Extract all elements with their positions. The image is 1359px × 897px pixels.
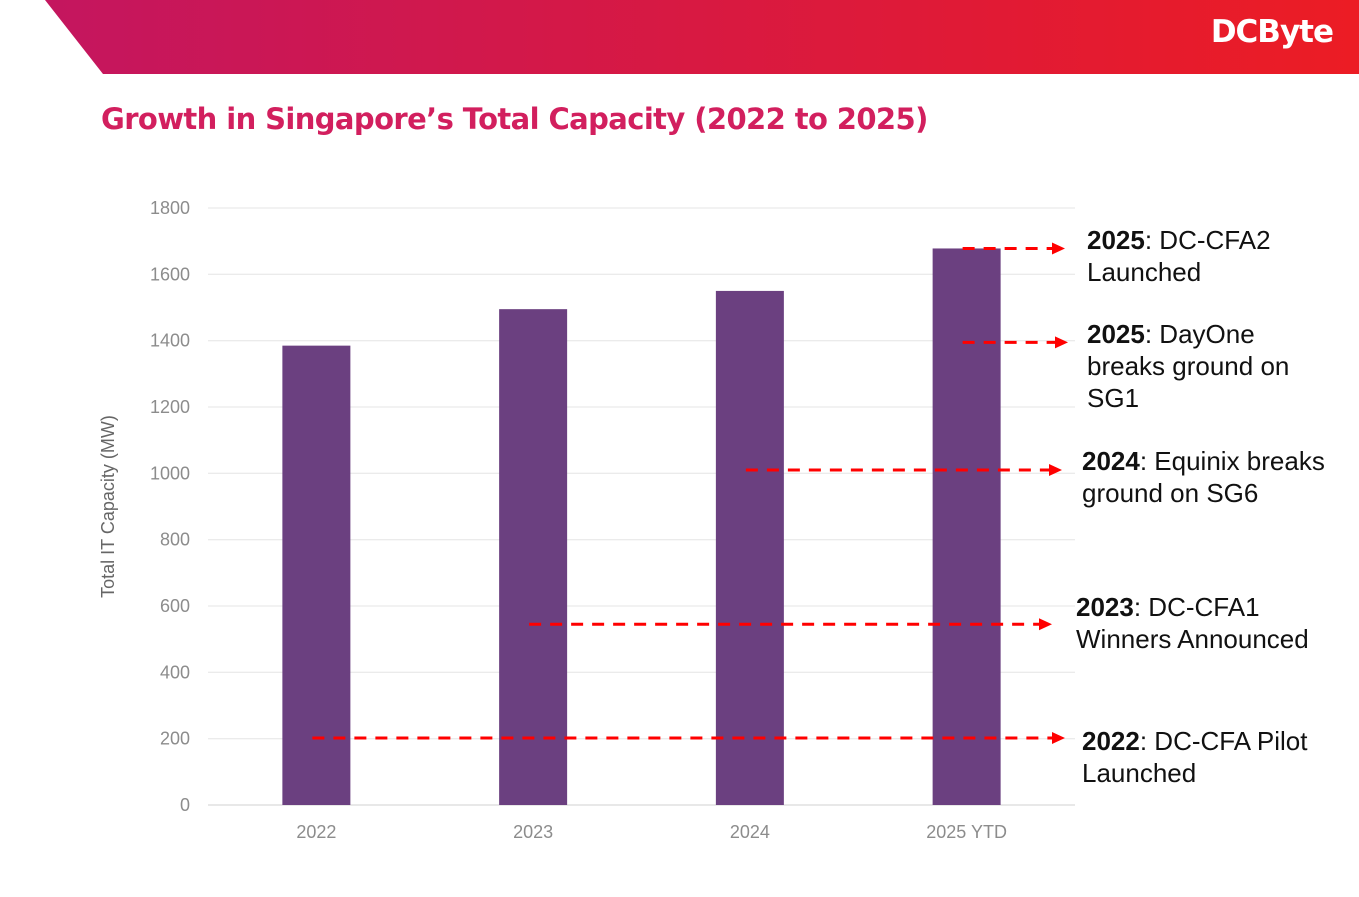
bar-2025-ytd <box>932 248 1001 806</box>
y-tick-label: 1200 <box>150 397 190 417</box>
annotation-2024: 2024: Equinix breaks ground on SG6 <box>1082 445 1325 509</box>
header-banner <box>45 0 1359 74</box>
annotation-2022: 2022: DC-CFA Pilot Launched <box>1082 725 1307 789</box>
annotation-year: 2022 <box>1082 726 1140 756</box>
y-tick-label: 1400 <box>150 331 190 351</box>
annotation-text: : Equinix breaks <box>1139 446 1325 476</box>
annotation-year: 2023 <box>1076 592 1134 622</box>
annotation-2025: 2025: DC-CFA2 Launched <box>1087 224 1271 288</box>
y-axis-label: Total IT Capacity (MW) <box>98 415 118 598</box>
y-tick-label: 200 <box>160 729 190 749</box>
dcbyte-logo: DCByte <box>1210 14 1334 50</box>
arrowhead-icon <box>1039 618 1052 631</box>
y-tick-label: 0 <box>180 795 190 815</box>
arrowhead-icon <box>1049 464 1062 477</box>
annotation-text: breaks ground on <box>1087 351 1290 381</box>
y-tick-label: 1000 <box>150 463 190 483</box>
arrowhead-icon <box>1052 732 1065 745</box>
arrowhead-icon <box>1052 242 1065 255</box>
annotation-text: SG1 <box>1087 383 1140 413</box>
annotation-text: ground on SG6 <box>1082 478 1259 508</box>
annotation-text: Launched <box>1087 257 1202 287</box>
annotation-2025: 2025: DayOne breaks ground on SG1 <box>1087 318 1289 414</box>
annotation-year: 2024 <box>1082 446 1140 476</box>
x-tick-label: 2022 <box>296 822 336 842</box>
annotation-text: : DayOne <box>1144 319 1255 349</box>
annotation-text: Winners Announced <box>1076 624 1309 654</box>
y-tick-label: 400 <box>160 662 190 682</box>
annotation-text: : DC-CFA1 <box>1133 592 1260 622</box>
x-tick-label: 2025 YTD <box>926 822 1007 842</box>
x-tick-label: 2023 <box>513 822 553 842</box>
annotation-2023: 2023: DC-CFA1 Winners Announced <box>1076 591 1309 655</box>
x-tick-label: 2024 <box>730 822 770 842</box>
y-tick-label: 800 <box>160 530 190 550</box>
y-tick-label: 1600 <box>150 264 190 284</box>
arrowhead-icon <box>1055 336 1068 349</box>
bar-2022 <box>282 345 351 805</box>
annotation-text: : DC-CFA2 <box>1144 225 1271 255</box>
bar-2024 <box>715 290 784 806</box>
chart-title: Growth in Singapore’s Total Capacity (20… <box>101 102 928 136</box>
annotation-text: Launched <box>1082 758 1197 788</box>
annotation-year: 2025 <box>1087 319 1145 349</box>
bar-2023 <box>499 309 568 805</box>
y-tick-label: 600 <box>160 596 190 616</box>
annotation-text: : DC-CFA Pilot <box>1139 726 1308 756</box>
logo-text: DCByte <box>1210 14 1334 50</box>
y-tick-label: 1800 <box>150 198 190 218</box>
annotation-year: 2025 <box>1087 225 1145 255</box>
